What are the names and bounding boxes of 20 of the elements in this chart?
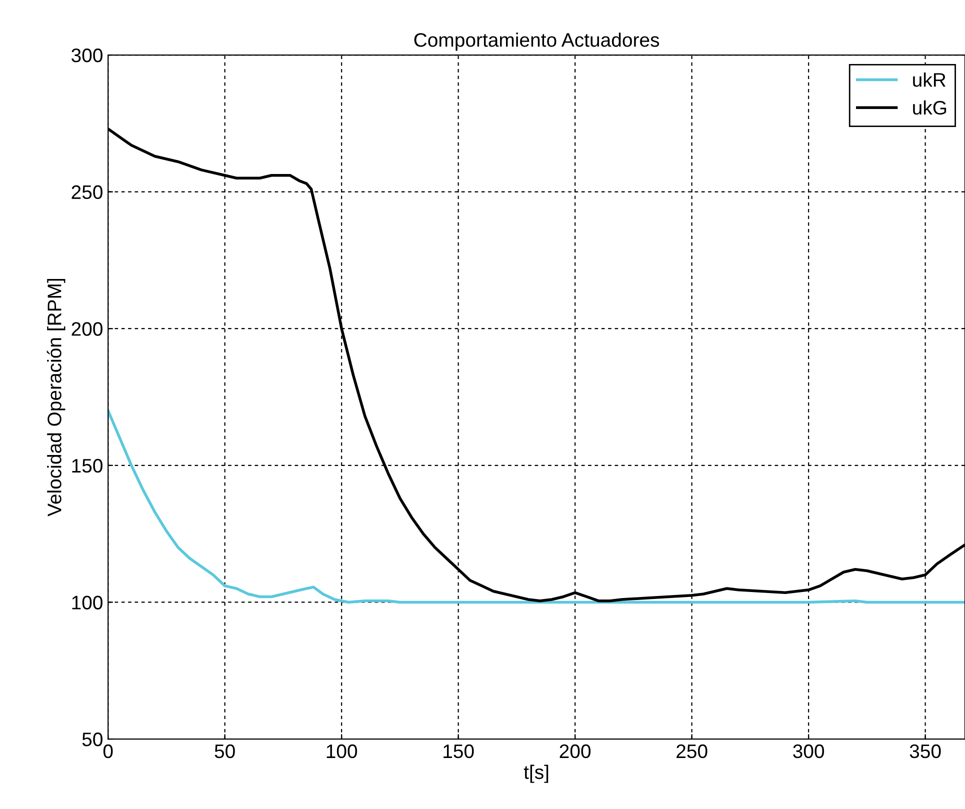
legend-label: ukR: [913, 72, 946, 87]
y-axis-title: Velocidad Operación [RPM]: [46, 278, 66, 516]
chart-title: Comportamiento Actuadores: [414, 32, 660, 51]
y-tick-label: 250: [72, 185, 102, 200]
x-tick-label: 300: [793, 744, 824, 758]
y-tick-label: 200: [72, 322, 102, 336]
y-tick-label: 100: [72, 596, 102, 610]
line-series: [108, 409, 965, 604]
y-tick-label: 150: [72, 458, 102, 473]
x-tick-label: 0: [103, 744, 113, 758]
x-axis-title: t[s]: [524, 764, 548, 783]
x-tick-label: 200: [560, 744, 591, 758]
x-tick-label: 250: [676, 744, 708, 758]
y-tick-label: 300: [72, 48, 102, 62]
x-tick-label: 50: [214, 744, 235, 758]
legend-label: ukG: [913, 100, 946, 115]
x-tick-label: 350: [910, 744, 941, 758]
x-tick-label: 150: [444, 744, 474, 758]
y-tick-label: 50: [82, 732, 102, 746]
x-tick-label: 100: [326, 744, 358, 758]
